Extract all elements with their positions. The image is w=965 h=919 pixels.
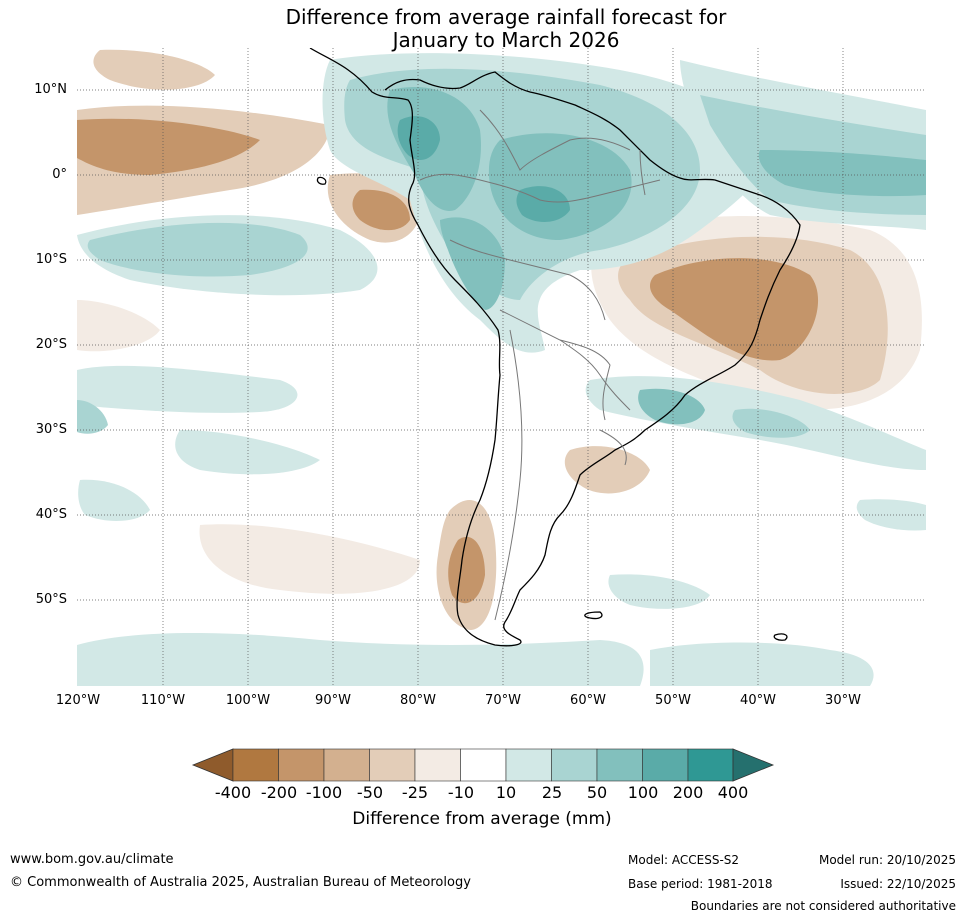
- colorbar-segment: [414, 748, 461, 782]
- colorbar-segment: [642, 748, 689, 782]
- dry-region-uruguay: [564, 446, 650, 494]
- wet-region-east-atlantic-south: [856, 499, 926, 531]
- colorbar-tick: -25: [401, 783, 429, 802]
- lon-label-30w: 30°W: [825, 693, 861, 708]
- coastline: [309, 48, 801, 647]
- wet-region-south-pacific-1: [77, 365, 298, 413]
- lat-label-10n: 10°N: [34, 82, 67, 97]
- colorbar-tick: 100: [627, 783, 659, 802]
- wet-region-southeast-atlantic: [732, 408, 810, 438]
- colorbar-segment: [278, 748, 325, 782]
- wet-region-peru: [440, 217, 505, 310]
- lat-label-30s: 30°S: [35, 422, 67, 437]
- lat-label-0: 0°: [52, 167, 67, 182]
- copyright-text: © Commonwealth of Australia 2025, Austra…: [10, 875, 471, 890]
- colorbar-segment: [232, 748, 279, 782]
- dry-region-west-south: [77, 300, 160, 352]
- colorbar-segment: [505, 748, 552, 782]
- colorbar-segment: [687, 748, 734, 782]
- wet-region-southern-ocean-east: [650, 642, 874, 686]
- lat-label-50s: 50°S: [35, 592, 67, 607]
- colorbar-segment: [596, 748, 643, 782]
- colorbar-segment: [460, 748, 507, 782]
- wet-region-pacific-band-mid: [87, 222, 308, 277]
- lon-label-110w: 110°W: [140, 693, 186, 708]
- colorbar-tick: 10: [495, 783, 517, 802]
- colorbar-title: Difference from average (mm): [352, 809, 612, 829]
- issued-text: Issued: 22/10/2025: [840, 877, 956, 891]
- wet-region-south-pacific-3: [78, 479, 150, 522]
- lon-label-100w: 100°W: [225, 693, 271, 708]
- colorbar-segment: [323, 748, 370, 782]
- website-link[interactable]: www.bom.gov.au/climate: [10, 852, 174, 867]
- colorbar-tick: -100: [305, 783, 343, 802]
- dry-region-patagonia-core: [448, 536, 485, 604]
- colorbar-tick: 400: [717, 783, 749, 802]
- lon-label-70w: 70°W: [485, 693, 521, 708]
- colorbar-tick: 25: [541, 783, 563, 802]
- wet-region-west-edge: [77, 400, 108, 434]
- dry-region-east-pacific-core: [77, 118, 260, 175]
- map-title-line1: Difference from average rainfall forecas…: [285, 5, 727, 29]
- colorbar-tick: 200: [672, 783, 704, 802]
- colorbar-tick: -200: [260, 783, 298, 802]
- model-run-text: Model run: 20/10/2025: [818, 853, 956, 867]
- colorbar-tick: 50: [586, 783, 608, 802]
- dry-region-northwest: [93, 49, 215, 90]
- wet-region-south-atlantic-mid: [608, 574, 710, 609]
- dry-region-ecuador-core: [352, 189, 410, 231]
- colorbar-segment: [369, 748, 416, 782]
- lon-label-60w: 60°W: [570, 693, 606, 708]
- forecast-anomaly-layer: [77, 49, 926, 686]
- country-borders: [419, 109, 661, 621]
- dry-region-brazil-core: [650, 258, 819, 361]
- lon-label-40w: 40°W: [740, 693, 776, 708]
- lat-label-20s: 20°S: [35, 337, 67, 352]
- wet-region-southern-ocean: [77, 633, 644, 686]
- base-period-text: Base period: 1981-2018: [628, 877, 773, 891]
- colorbar: [191, 748, 775, 782]
- dry-region-south-pacific: [199, 524, 420, 594]
- map-title-line2: January to March 2026: [392, 28, 620, 52]
- wet-region-south-pacific-2: [175, 430, 320, 475]
- lat-label-40s: 40°S: [35, 507, 67, 522]
- lon-label-90w: 90°W: [315, 693, 351, 708]
- colorbar-extend-high: [732, 748, 775, 782]
- model-text: Model: ACCESS-S2: [628, 853, 740, 867]
- wet-region-equatorial-atlantic-core: [758, 150, 926, 197]
- colorbar-tick: -10: [447, 783, 475, 802]
- lon-label-120w: 120°W: [55, 693, 101, 708]
- wet-region-colombia-deep: [397, 116, 440, 160]
- colorbar-segment: [551, 748, 598, 782]
- colorbar-tick: -400: [214, 783, 252, 802]
- lon-label-50w: 50°W: [655, 693, 691, 708]
- disclaimer-text: Boundaries are not considered authoritat…: [690, 899, 956, 913]
- graticule: [77, 48, 926, 686]
- wet-region-south-atlantic-core: [638, 388, 705, 425]
- lat-label-10s: 10°S: [35, 252, 67, 267]
- lon-label-80w: 80°W: [400, 693, 436, 708]
- colorbar-extend-low: [191, 748, 234, 782]
- colorbar-tick: -50: [356, 783, 384, 802]
